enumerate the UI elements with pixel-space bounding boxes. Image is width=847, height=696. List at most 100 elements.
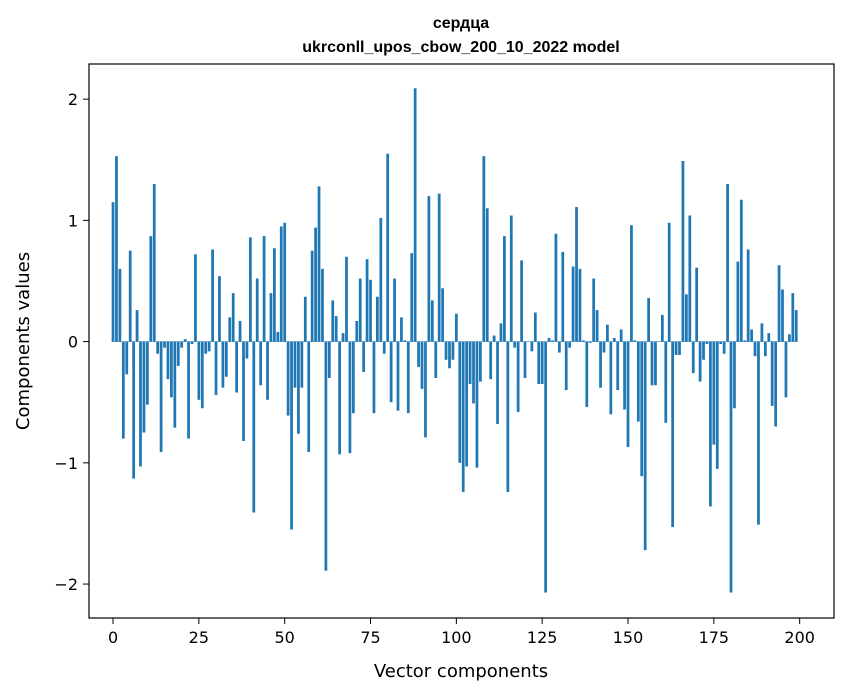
- bar-53: [293, 341, 297, 388]
- bar-64: [331, 300, 335, 342]
- y-tick-label: 2: [68, 90, 78, 109]
- y-tick-label: −1: [54, 454, 78, 473]
- bar-170: [695, 267, 699, 342]
- bar-190: [763, 341, 767, 357]
- bar-192: [770, 341, 774, 406]
- bar-91: [424, 341, 427, 438]
- bar-22: [187, 341, 190, 439]
- bar-20: [180, 341, 184, 348]
- bar-10: [145, 341, 149, 405]
- bar-27: [204, 341, 208, 354]
- bar-81: [389, 341, 393, 403]
- bar-144: [606, 324, 609, 342]
- bar-87: [410, 253, 414, 342]
- bar-43: [259, 341, 263, 386]
- bar-146: [612, 337, 616, 342]
- bar-150: [626, 341, 630, 448]
- bar-57: [307, 341, 311, 452]
- bar-172: [702, 341, 705, 360]
- bar-178: [722, 341, 726, 354]
- bar-156: [647, 297, 650, 342]
- bar-176: [715, 341, 719, 469]
- bar-9: [142, 341, 146, 433]
- bar-29: [211, 249, 214, 342]
- bar-92: [427, 196, 431, 342]
- bar-138: [585, 341, 589, 408]
- bar-187: [753, 341, 757, 357]
- bar-61: [321, 268, 324, 342]
- chart-title: сердца: [433, 15, 489, 32]
- bar-74: [365, 259, 369, 342]
- bar-70: [351, 341, 355, 414]
- x-tick-label: 200: [784, 628, 815, 647]
- bar-59: [314, 227, 317, 342]
- bar-131: [561, 251, 565, 342]
- bar-76: [372, 341, 376, 414]
- bar-147: [616, 341, 620, 391]
- y-tick-label: 0: [68, 333, 78, 352]
- bar-21: [183, 339, 187, 342]
- bar-132: [564, 341, 568, 391]
- bar-123: [533, 312, 537, 342]
- bar-136: [578, 268, 582, 342]
- bar-145: [609, 341, 613, 415]
- x-axis-ticks: 0 25 50 75 100 125 150 175 200: [108, 618, 815, 647]
- bar-90: [420, 341, 424, 389]
- bar-130: [557, 341, 561, 353]
- y-tick-label: 1: [68, 211, 78, 230]
- bar-199: [794, 310, 798, 342]
- y-axis-label: Components values: [13, 252, 34, 430]
- bar-7: [135, 310, 139, 342]
- bar-168: [688, 215, 692, 342]
- bar-66: [338, 341, 341, 455]
- bar-137: [582, 340, 585, 342]
- bar-140: [592, 278, 596, 342]
- bar-154: [640, 341, 644, 477]
- plot-frame: [88, 63, 835, 619]
- bar-149: [623, 341, 626, 410]
- bar-62: [324, 341, 328, 571]
- bar-42: [255, 278, 259, 342]
- bar-175: [712, 341, 716, 445]
- bar-186: [750, 329, 753, 342]
- bar-30: [214, 341, 218, 395]
- bar-3: [121, 341, 125, 439]
- bar-107: [479, 341, 482, 382]
- bar-56: [303, 296, 307, 342]
- bar-115: [506, 341, 510, 492]
- bar-45: [266, 341, 269, 400]
- bar-16: [166, 341, 170, 380]
- chart-subtitle: ukrconll_upos_cbow_200_10_2022 model: [302, 39, 619, 56]
- bar-198: [791, 293, 795, 342]
- bar-39: [245, 341, 249, 359]
- bar-165: [678, 341, 681, 355]
- bar-113: [499, 323, 503, 342]
- bar-23: [190, 341, 194, 345]
- bar-11: [149, 236, 153, 342]
- bar-69: [348, 341, 352, 454]
- bar-98: [448, 341, 451, 369]
- bar-179: [726, 184, 729, 342]
- bar-86: [406, 341, 410, 414]
- bar-194: [777, 265, 781, 342]
- bar-85: [403, 340, 407, 342]
- bar-110: [489, 341, 493, 380]
- bar-117: [513, 341, 517, 348]
- bar-143: [602, 341, 606, 353]
- bar-180: [729, 341, 733, 593]
- bar-60: [317, 186, 321, 342]
- bar-14: [159, 341, 163, 452]
- bar-84: [400, 317, 403, 342]
- bar-120: [523, 341, 527, 378]
- bar-44: [262, 236, 266, 342]
- bar-124: [537, 341, 541, 385]
- bar-0: [111, 202, 115, 342]
- bar-182: [736, 261, 740, 342]
- bar-127: [547, 337, 551, 342]
- bar-38: [242, 341, 245, 442]
- x-tick-label: 175: [699, 628, 730, 647]
- bar-2: [118, 268, 122, 342]
- x-tick-label: 100: [441, 628, 472, 647]
- bar-33: [224, 341, 228, 377]
- bar-36: [235, 341, 238, 393]
